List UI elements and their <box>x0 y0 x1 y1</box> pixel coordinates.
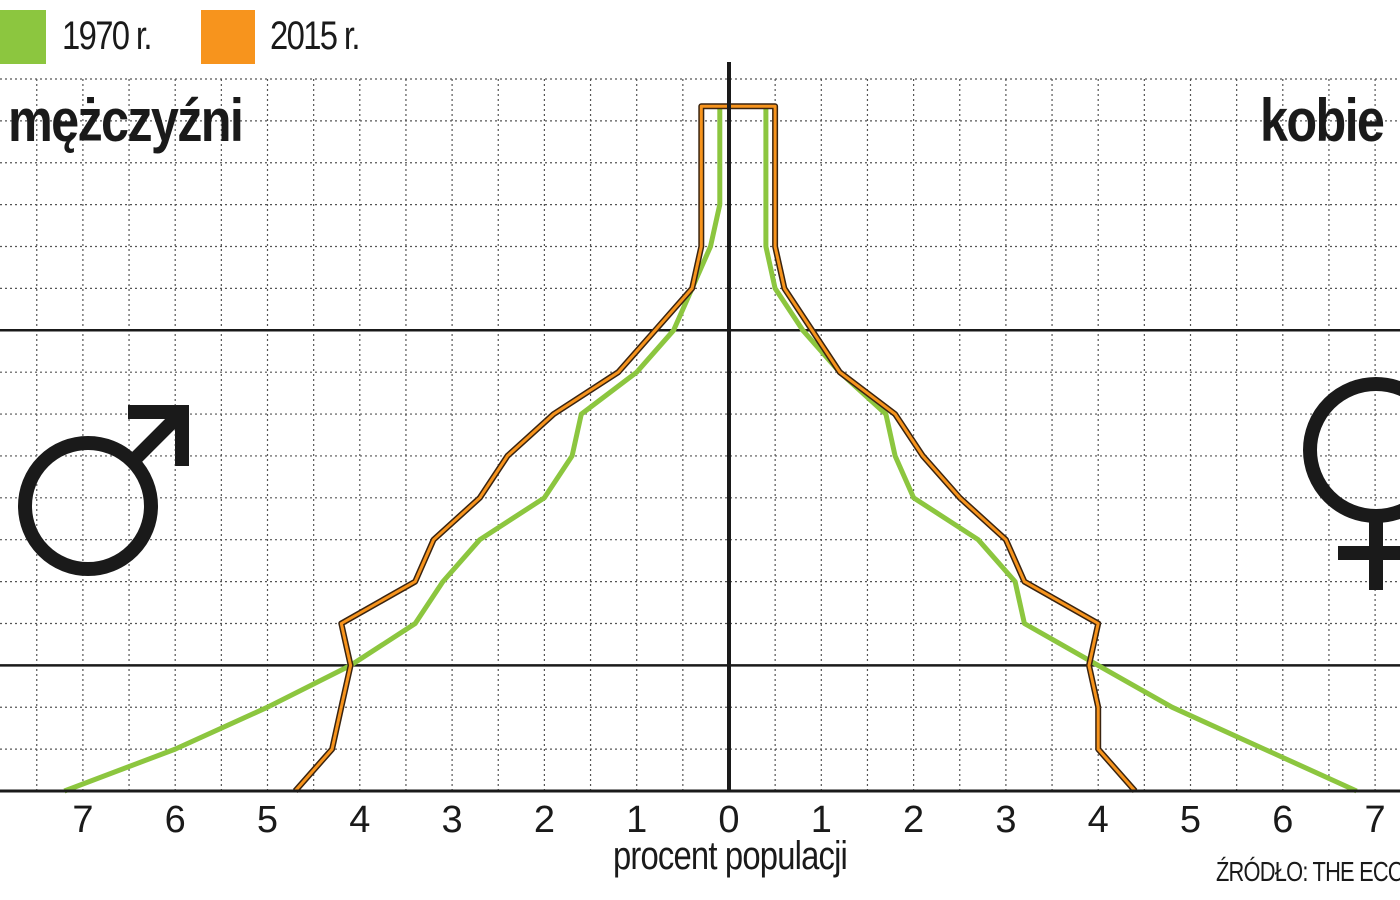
female-side-label: kobie <box>1260 87 1385 154</box>
chart-series <box>63 103 1358 794</box>
series-line-2015r-outline <box>292 103 1138 793</box>
x-axis-title: procent populacji <box>612 834 848 878</box>
female-symbol-icon <box>1303 377 1400 590</box>
male-side-label: mężczyźni <box>8 87 244 154</box>
x-tick-label: 5 <box>257 799 278 841</box>
x-tick-label: 5 <box>1180 799 1201 841</box>
chart-axes <box>0 62 1400 793</box>
legend-label-2015: 2015 r. <box>270 14 360 58</box>
x-tick-labels: 7 6 5 4 3 2 1 0 1 2 3 4 5 6 7 <box>72 799 1385 841</box>
x-tick-label: 1 <box>626 799 647 841</box>
x-tick-label: 4 <box>349 799 370 841</box>
x-tick-label: 7 <box>72 799 93 841</box>
legend-label-1970: 1970 r. <box>62 14 152 58</box>
x-tick-label: 6 <box>165 799 186 841</box>
legend-swatch-2015 <box>201 10 255 64</box>
x-tick-label: 2 <box>903 799 924 841</box>
male-symbol-icon <box>18 405 189 576</box>
legend-swatch-1970 <box>0 10 46 64</box>
x-tick-label: 3 <box>995 799 1016 841</box>
x-tick-label: 0 <box>718 799 739 841</box>
x-tick-label: 7 <box>1365 799 1386 841</box>
series-line-1970r <box>63 103 1358 794</box>
x-tick-label: 1 <box>811 799 832 841</box>
x-tick-label: 2 <box>534 799 555 841</box>
x-tick-label: 4 <box>1088 799 1109 841</box>
source-note: ŹRÓDŁO: THE ECON <box>1216 856 1400 887</box>
x-tick-label: 6 <box>1272 799 1293 841</box>
x-tick-label: 3 <box>442 799 463 841</box>
series-line-2015r <box>294 104 1137 792</box>
chart-major-lines <box>0 329 1400 667</box>
